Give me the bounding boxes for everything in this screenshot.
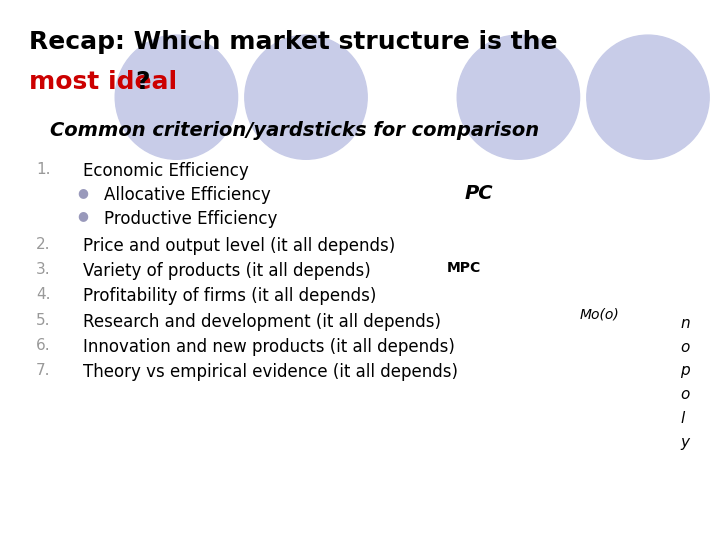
Text: Mo(o): Mo(o) <box>580 308 619 322</box>
Text: Productive Efficiency: Productive Efficiency <box>104 210 278 227</box>
Ellipse shape <box>245 35 367 159</box>
Text: Profitability of firms (it all depends): Profitability of firms (it all depends) <box>83 287 376 305</box>
Text: Recap: Which market structure is the: Recap: Which market structure is the <box>29 30 557 53</box>
Text: PC: PC <box>464 184 493 202</box>
Text: n: n <box>680 316 690 331</box>
Ellipse shape <box>457 35 580 159</box>
Text: p: p <box>680 363 690 379</box>
Text: MPC: MPC <box>446 261 481 275</box>
Text: Theory vs empirical evidence (it all depends): Theory vs empirical evidence (it all dep… <box>83 363 458 381</box>
Text: Variety of products (it all depends): Variety of products (it all depends) <box>83 262 371 280</box>
Ellipse shape <box>587 35 709 159</box>
Ellipse shape <box>115 35 238 159</box>
Text: 6.: 6. <box>36 338 50 353</box>
Text: most ideal: most ideal <box>29 70 177 94</box>
Text: Price and output level (it all depends): Price and output level (it all depends) <box>83 237 395 254</box>
Text: ●: ● <box>78 186 89 199</box>
Text: ?: ? <box>135 70 150 94</box>
Text: 5.: 5. <box>36 313 50 328</box>
Text: Research and development (it all depends): Research and development (it all depends… <box>83 313 441 330</box>
Text: Allocative Efficiency: Allocative Efficiency <box>104 186 271 204</box>
Text: 1.: 1. <box>36 162 50 177</box>
Text: l: l <box>680 411 685 426</box>
Text: Innovation and new products (it all depends): Innovation and new products (it all depe… <box>83 338 454 356</box>
Text: 4.: 4. <box>36 287 50 302</box>
Text: o: o <box>680 340 690 355</box>
Text: o: o <box>680 387 690 402</box>
Text: ●: ● <box>78 210 89 222</box>
Text: 7.: 7. <box>36 363 50 379</box>
Text: 3.: 3. <box>36 262 50 277</box>
Text: Economic Efficiency: Economic Efficiency <box>83 162 248 180</box>
Text: Common criterion/yardsticks for comparison: Common criterion/yardsticks for comparis… <box>50 122 539 140</box>
Text: 2.: 2. <box>36 237 50 252</box>
Text: y: y <box>680 435 690 450</box>
